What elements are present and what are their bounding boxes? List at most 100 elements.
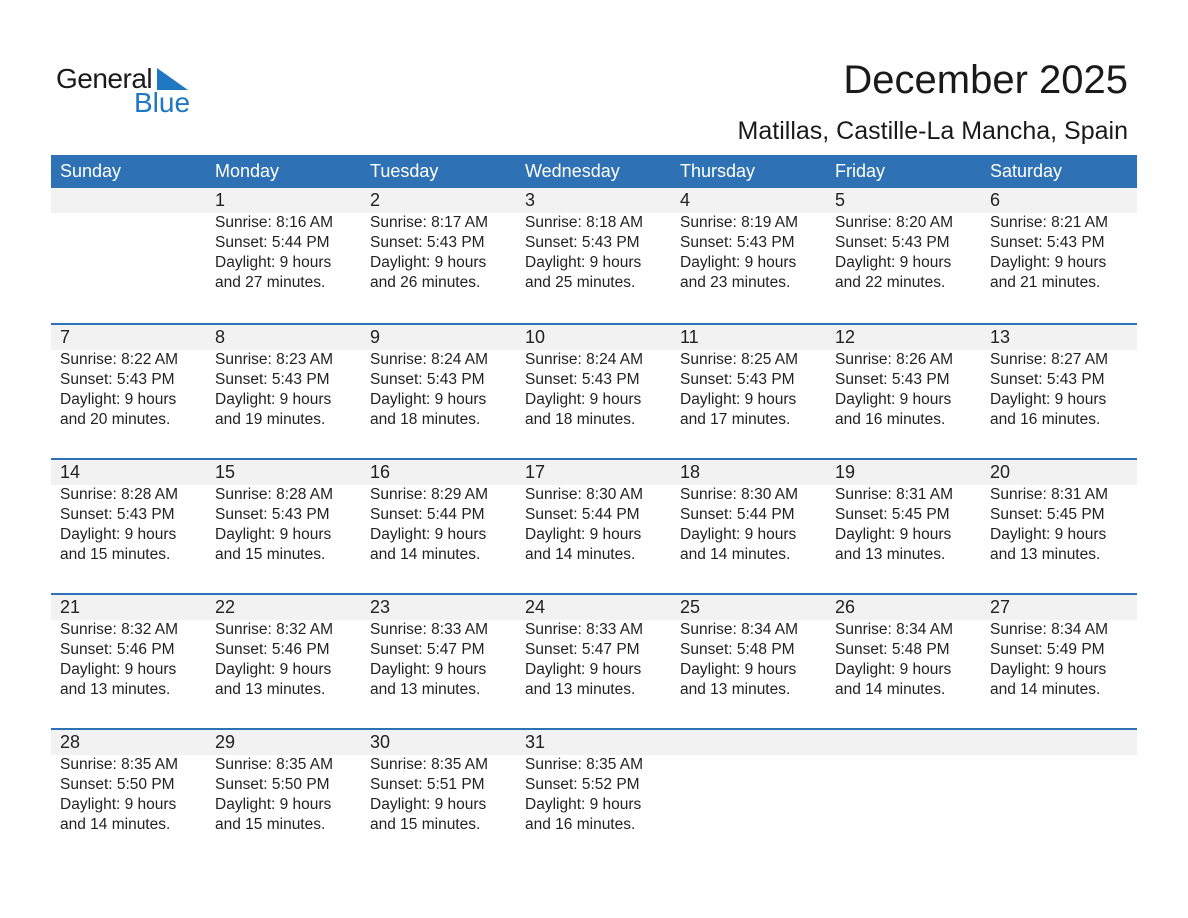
daylight-hours: Daylight: 9 hours — [680, 391, 797, 408]
daylight-hours: Daylight: 9 hours — [525, 796, 642, 813]
day-cell: 31 Sunrise: 8:35 AM Sunset: 5:52 PM Dayligh… — [516, 730, 671, 835]
daylight-minutes: and 23 minutes. — [680, 274, 791, 291]
sunset-time: Sunset: 5:43 PM — [990, 234, 1105, 251]
empty-day-cell — [981, 730, 1136, 835]
day-number-band — [51, 595, 1137, 620]
day-cell: 22 Sunrise: 8:32 AM Sunset: 5:46 PM Dayligh… — [206, 595, 361, 700]
sunset-time: Sunset: 5:45 PM — [990, 506, 1105, 523]
day-number: 29 — [215, 732, 236, 752]
day-cell: 5 Sunrise: 8:20 AM Sunset: 5:43 PM Daylight… — [826, 188, 981, 293]
day-number: 21 — [60, 597, 81, 617]
sunrise-time: Sunrise: 8:28 AM — [215, 486, 334, 503]
daylight-hours: Daylight: 9 hours — [60, 526, 177, 543]
daylight-hours: Daylight: 9 hours — [60, 661, 177, 678]
day-cell: 11 Sunrise: 8:25 AM Sunset: 5:43 PM Dayligh… — [671, 325, 826, 430]
sunrise-time: Sunrise: 8:35 AM — [215, 756, 334, 773]
day-number: 22 — [215, 597, 236, 617]
week-row: 14 Sunrise: 8:28 AM Sunset: 5:43 PM Dayligh… — [51, 458, 1137, 593]
daylight-minutes: and 20 minutes. — [60, 411, 171, 428]
day-number: 27 — [990, 597, 1011, 617]
day-number-band — [51, 325, 1137, 350]
day-cell: 1 Sunrise: 8:16 AM Sunset: 5:44 PM Daylight… — [206, 188, 361, 293]
sunrise-time: Sunrise: 8:34 AM — [835, 621, 954, 638]
sunset-time: Sunset: 5:47 PM — [370, 641, 485, 658]
empty-day-cell — [671, 730, 826, 835]
day-cell: 28 Sunrise: 8:35 AM Sunset: 5:50 PM Dayligh… — [51, 730, 206, 835]
daylight-minutes: and 15 minutes. — [60, 546, 171, 563]
daylight-hours: Daylight: 9 hours — [525, 391, 642, 408]
sunrise-time: Sunrise: 8:22 AM — [60, 351, 179, 368]
day-number: 10 — [525, 327, 546, 347]
day-number-band — [51, 188, 1137, 213]
day-cell: 18 Sunrise: 8:30 AM Sunset: 5:44 PM Dayligh… — [671, 460, 826, 565]
weekday-header: Sunday Monday Tuesday Wednesday Thursday Frid… — [51, 155, 1137, 188]
daylight-hours: Daylight: 9 hours — [990, 391, 1107, 408]
day-number: 28 — [60, 732, 81, 752]
day-cell: 6 Sunrise: 8:21 AM Sunset: 5:43 PM Daylight… — [981, 188, 1136, 293]
day-cell: 9 Sunrise: 8:24 AM Sunset: 5:43 PM Daylight… — [361, 325, 516, 430]
sunrise-time: Sunrise: 8:19 AM — [680, 214, 799, 231]
day-cell: 29 Sunrise: 8:35 AM Sunset: 5:50 PM Dayligh… — [206, 730, 361, 835]
sunrise-time: Sunrise: 8:33 AM — [370, 621, 489, 638]
sunrise-time: Sunrise: 8:16 AM — [215, 214, 334, 231]
daylight-minutes: and 14 minutes. — [835, 681, 946, 698]
day-number: 26 — [835, 597, 856, 617]
weekday-tuesday: Tuesday — [370, 161, 439, 181]
day-number: 2 — [370, 190, 381, 210]
daylight-minutes: and 15 minutes. — [370, 816, 481, 833]
daylight-minutes: and 13 minutes. — [990, 546, 1101, 563]
day-cell: 20 Sunrise: 8:31 AM Sunset: 5:45 PM Dayligh… — [981, 460, 1136, 565]
day-cell: 17 Sunrise: 8:30 AM Sunset: 5:44 PM Dayligh… — [516, 460, 671, 565]
daylight-hours: Daylight: 9 hours — [680, 661, 797, 678]
sunrise-time: Sunrise: 8:24 AM — [525, 351, 644, 368]
day-number: 24 — [525, 597, 546, 617]
daylight-minutes: and 14 minutes. — [370, 546, 481, 563]
sunset-time: Sunset: 5:43 PM — [60, 506, 175, 523]
daylight-minutes: and 13 minutes. — [680, 681, 791, 698]
day-number: 17 — [525, 462, 546, 482]
day-number-band — [51, 730, 1137, 755]
day-number: 12 — [835, 327, 856, 347]
daylight-minutes: and 14 minutes. — [60, 816, 171, 833]
daylight-hours: Daylight: 9 hours — [370, 526, 487, 543]
day-cell: 30 Sunrise: 8:35 AM Sunset: 5:51 PM Dayligh… — [361, 730, 516, 835]
logo: General Blue — [56, 64, 190, 118]
sunset-time: Sunset: 5:43 PM — [370, 234, 485, 251]
day-number: 20 — [990, 462, 1011, 482]
logo-text-blue: Blue — [134, 87, 191, 118]
sunrise-time: Sunrise: 8:21 AM — [990, 214, 1109, 231]
sunrise-time: Sunrise: 8:33 AM — [525, 621, 644, 638]
daylight-hours: Daylight: 9 hours — [990, 661, 1107, 678]
weekday-thursday: Thursday — [680, 161, 756, 181]
day-number: 16 — [370, 462, 391, 482]
daylight-minutes: and 16 minutes. — [525, 816, 636, 833]
day-number: 30 — [370, 732, 391, 752]
weekday-sunday: Sunday — [60, 161, 122, 181]
day-number: 8 — [215, 327, 226, 347]
daylight-hours: Daylight: 9 hours — [525, 661, 642, 678]
sunset-time: Sunset: 5:48 PM — [680, 641, 795, 658]
daylight-minutes: and 14 minutes. — [680, 546, 791, 563]
empty-day-cell — [51, 188, 206, 293]
daylight-hours: Daylight: 9 hours — [835, 661, 952, 678]
daylight-minutes: and 15 minutes. — [215, 546, 326, 563]
day-cell: 4 Sunrise: 8:19 AM Sunset: 5:43 PM Daylight… — [671, 188, 826, 293]
sunrise-time: Sunrise: 8:27 AM — [990, 351, 1109, 368]
daylight-hours: Daylight: 9 hours — [680, 254, 797, 271]
sunrise-time: Sunrise: 8:30 AM — [525, 486, 644, 503]
sunrise-time: Sunrise: 8:26 AM — [835, 351, 954, 368]
daylight-minutes: and 14 minutes. — [990, 681, 1101, 698]
daylight-minutes: and 27 minutes. — [215, 274, 326, 291]
calendar: Sunday Monday Tuesday Wednesday Thursday Frid… — [51, 155, 1137, 863]
day-cell: 12 Sunrise: 8:26 AM Sunset: 5:43 PM Dayligh… — [826, 325, 981, 430]
day-number: 14 — [60, 462, 81, 482]
day-number: 18 — [680, 462, 701, 482]
day-number: 13 — [990, 327, 1011, 347]
daylight-hours: Daylight: 9 hours — [370, 391, 487, 408]
day-number: 19 — [835, 462, 856, 482]
sunset-time: Sunset: 5:43 PM — [680, 371, 795, 388]
sunrise-time: Sunrise: 8:32 AM — [215, 621, 334, 638]
week-row: 7 Sunrise: 8:22 AM Sunset: 5:43 PM Daylight… — [51, 323, 1137, 458]
sunset-time: Sunset: 5:43 PM — [370, 371, 485, 388]
sunset-time: Sunset: 5:52 PM — [525, 776, 640, 793]
